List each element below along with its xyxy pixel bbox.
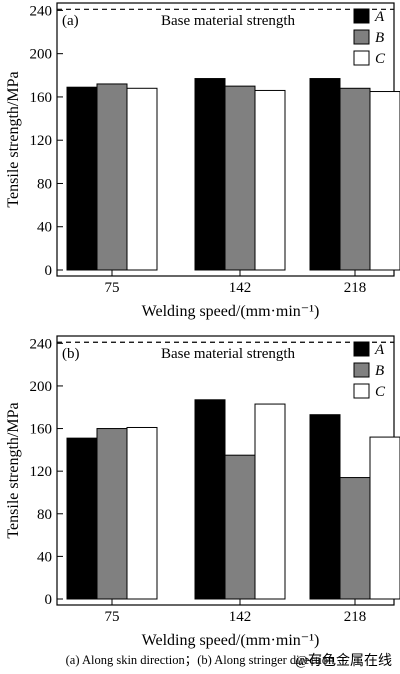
bar-a-75 xyxy=(66,86,98,271)
bar-b-218 xyxy=(339,477,371,600)
legend-swatch-c xyxy=(353,383,370,399)
x-tick-label: 75 xyxy=(105,280,120,296)
reference-line-label: Base material strength xyxy=(161,346,296,362)
y-axis-label: Tensile strength/MPa xyxy=(5,402,22,538)
y-tick-label: 240 xyxy=(30,3,53,19)
legend-label-b: B xyxy=(375,30,384,46)
y-tick-label: 200 xyxy=(30,47,53,63)
x-tick-label: 142 xyxy=(229,280,252,296)
bar-b-75 xyxy=(96,428,128,600)
y-tick-label: 40 xyxy=(37,549,52,565)
legend-label-a: A xyxy=(374,9,385,25)
bar-c-142 xyxy=(254,89,286,271)
x-tick-label: 142 xyxy=(229,609,252,625)
reference-line-label: Base material strength xyxy=(161,13,296,29)
bar-a-218 xyxy=(309,414,341,600)
x-tick-label: 75 xyxy=(105,609,120,625)
y-tick-label: 120 xyxy=(30,464,53,480)
bar-b-142 xyxy=(224,85,256,271)
bar-b-218 xyxy=(339,87,371,271)
watermark: @有色金属在线 xyxy=(295,652,392,669)
x-axis-label: Welding speed/(mm·min⁻¹) xyxy=(142,303,320,320)
legend-label-a: A xyxy=(374,342,385,358)
legend-swatch-b xyxy=(353,29,370,45)
legend-label-b: B xyxy=(375,363,384,379)
panel-label: (a) xyxy=(62,13,79,29)
y-tick-label: 0 xyxy=(45,263,53,279)
bar-c-142 xyxy=(254,403,286,600)
y-tick-label: 240 xyxy=(30,336,53,352)
x-axis-label: Welding speed/(mm·min⁻¹) xyxy=(142,632,320,649)
bar-c-218 xyxy=(369,91,400,271)
legend-label-c: C xyxy=(375,51,386,67)
panel-label: (b) xyxy=(62,346,80,362)
bar-c-218 xyxy=(369,436,400,600)
y-tick-label: 40 xyxy=(37,220,52,236)
y-tick-label: 80 xyxy=(37,507,52,523)
x-tick-label: 218 xyxy=(344,609,367,625)
legend-swatch-a xyxy=(353,8,370,24)
bar-c-75 xyxy=(126,426,158,600)
y-axis-label: Tensile strength/MPa xyxy=(5,71,22,207)
chart-panel-a: 0 40 80 120 160 200 240 Base material strength (… xyxy=(5,2,400,320)
bar-a-218 xyxy=(309,78,341,271)
y-tick-label: 80 xyxy=(37,176,52,192)
bar-c-75 xyxy=(126,87,158,271)
y-tick-label: 160 xyxy=(30,422,53,438)
bar-a-75 xyxy=(66,437,98,600)
legend-swatch-b xyxy=(353,362,370,378)
y-tick-label: 0 xyxy=(45,592,53,608)
legend-swatch-a xyxy=(353,341,370,357)
figure-caption: (a) Along skin direction；(b) Along strin… xyxy=(66,653,335,667)
chart-panel-b: 0 40 80 120 160 200 240 Base material strength (… xyxy=(5,335,400,649)
y-tick-label: 200 xyxy=(30,379,53,395)
legend-swatch-c xyxy=(353,50,370,66)
legend-label-c: C xyxy=(375,384,386,400)
bar-a-142 xyxy=(194,399,226,600)
bar-a-142 xyxy=(194,78,226,271)
bar-b-142 xyxy=(224,454,256,600)
y-tick-label: 120 xyxy=(30,133,53,149)
x-tick-label: 218 xyxy=(344,280,367,296)
bar-b-75 xyxy=(96,83,128,271)
y-tick-label: 160 xyxy=(30,90,53,106)
